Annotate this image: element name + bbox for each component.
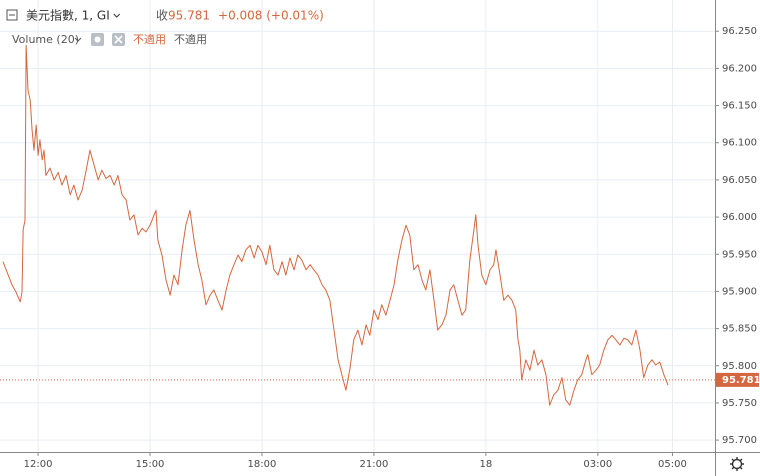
price-line (2, 44, 669, 406)
y-tick-label: 95.900 (722, 286, 757, 297)
plot (0, 44, 715, 406)
indicator: Volume (20) (12, 33, 79, 46)
indicator-value: 不適用 (133, 32, 166, 46)
x-tick-label: 18 (480, 459, 493, 470)
dropdown-icon[interactable] (113, 13, 121, 18)
y-tick-label: 95.950 (722, 249, 757, 260)
y-tick-label: 95.750 (722, 398, 757, 409)
y-tick-label: 96.100 (722, 138, 757, 149)
last-price-tag (716, 372, 759, 387)
indicator-value: 不適用 (174, 32, 207, 46)
y-tick-label: 96.200 (722, 63, 757, 74)
legend: 美元指數, 1, GI 收 95.781 +0.008 (+0.01%) Vol… (6, 8, 324, 46)
close-value: 95.781 (168, 9, 210, 23)
last-price-label: 95.781 (722, 375, 760, 386)
x-tick-label: 03:00 (583, 459, 612, 470)
x-tick-label: 05:00 (658, 459, 687, 470)
settings-gear[interactable] (730, 457, 744, 471)
settings-button-icon (94, 36, 101, 43)
change: +0.008 (+0.01%) (218, 9, 324, 23)
x-tick-label: 21:00 (360, 459, 389, 470)
y-tick-label: 96.250 (722, 26, 757, 37)
collapse-icon[interactable] (6, 9, 18, 21)
y-tick-label: 96.000 (722, 212, 757, 223)
y-tick-label: 95.700 (722, 435, 757, 446)
y-tick-label: 95.800 (722, 361, 757, 372)
x-tick-label: 12:00 (24, 459, 53, 470)
close-label: 收 (156, 9, 168, 23)
x-tick-label: 18:00 (248, 459, 277, 470)
gear-teeth (730, 457, 744, 471)
y-tick-label: 95.850 (722, 324, 757, 335)
y-tick-label: 96.150 (722, 101, 757, 112)
remove-button-icon (114, 35, 123, 44)
x-tick-label: 15:00 (136, 459, 165, 470)
dropdown-icon[interactable] (74, 37, 82, 42)
symbol: 美元指數, 1, GI (26, 8, 110, 23)
y-tick-label: 96.050 (722, 175, 757, 186)
